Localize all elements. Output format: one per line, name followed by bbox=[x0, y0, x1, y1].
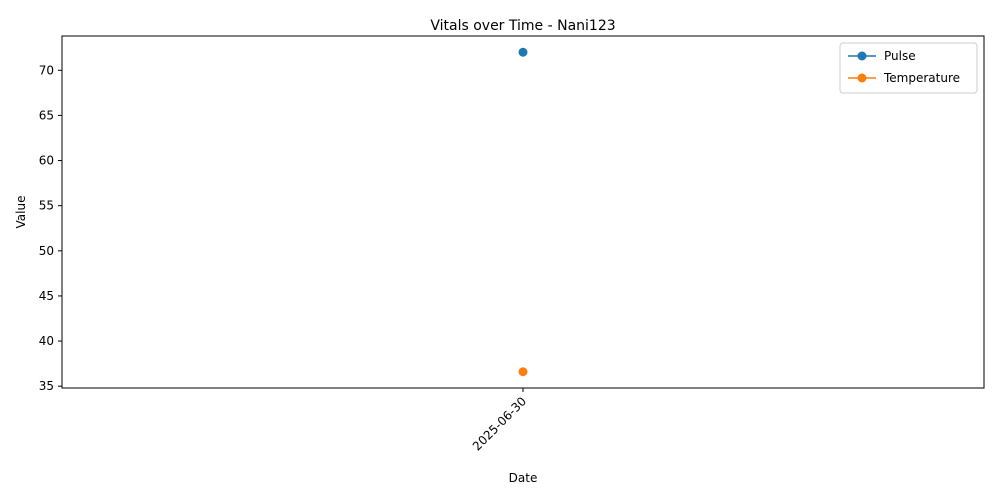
x-axis-label: Date bbox=[509, 471, 538, 485]
y-tick-label: 60 bbox=[39, 154, 54, 168]
y-axis-ticks: 35 40 45 50 55 60 65 70 bbox=[39, 63, 62, 393]
y-tick-label: 40 bbox=[39, 334, 54, 348]
y-tick-label: 35 bbox=[39, 379, 54, 393]
y-tick-label: 45 bbox=[39, 289, 54, 303]
y-tick-label: 65 bbox=[39, 108, 54, 122]
data-point bbox=[518, 47, 528, 57]
series-layer bbox=[518, 47, 528, 377]
legend: Pulse Temperature bbox=[839, 42, 978, 94]
chart-title: Vitals over Time - Nani123 bbox=[430, 18, 615, 34]
legend-marker bbox=[857, 51, 867, 61]
y-tick-label: 55 bbox=[39, 199, 54, 213]
legend-label: Temperature bbox=[883, 71, 960, 85]
legend-marker bbox=[857, 73, 867, 83]
plot-frame bbox=[61, 35, 985, 389]
y-tick-label: 70 bbox=[39, 63, 54, 77]
y-axis-label: Value bbox=[14, 196, 28, 229]
y-tick-label: 50 bbox=[39, 244, 54, 258]
data-point bbox=[518, 367, 528, 377]
legend-label: Pulse bbox=[884, 49, 916, 63]
